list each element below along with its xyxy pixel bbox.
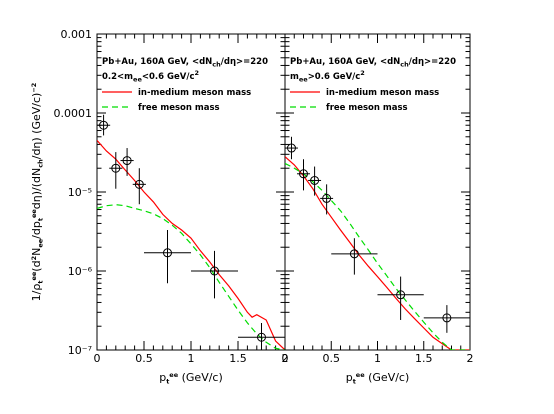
series-line (285, 162, 470, 350)
x-axis-label: pt​ee​ (GeV/c) (346, 371, 410, 386)
data-point (97, 114, 111, 136)
label-part: ee (133, 76, 142, 84)
point-marker (322, 193, 332, 203)
data-point (331, 238, 378, 275)
series-line (97, 140, 285, 350)
label-part: p (159, 371, 166, 384)
point-marker (99, 120, 109, 130)
label-part: t (37, 218, 45, 221)
x-tick-label: 0 (282, 352, 289, 365)
point-marker (349, 249, 359, 259)
label-part: t (353, 378, 356, 386)
label-part: p (346, 371, 353, 384)
x-tick-label: 2 (467, 352, 474, 365)
label-part: N (30, 248, 43, 256)
label-part: /dη>=220 (221, 57, 268, 67)
label-part: 0.2<m (102, 72, 133, 82)
point-marker (134, 179, 144, 189)
label-part: /dη) (GeV/c) (30, 93, 43, 160)
label-part: ch (400, 61, 409, 69)
data-point (308, 166, 322, 196)
annotation-line-2: 0.2<mee​<0.6 GeV/c2​ (102, 69, 199, 84)
legend-label: free meson mass (326, 103, 408, 113)
x-tick-label: 1 (188, 352, 195, 365)
label-part: 2 (30, 256, 38, 261)
point-marker (310, 175, 320, 185)
data-point (285, 136, 298, 160)
label-part: <0.6 GeV/c (142, 72, 195, 82)
y-axis-label: 1/ρt​ee​(d2​Nee​/dpt​ee​dη)/(dNch​/dη) (… (30, 83, 45, 302)
panel-2: 0 0.5 1 1.5 2 pt​ee​ (GeV/c) Pb+Au, 160A GeV, … (282, 33, 474, 386)
data-point (109, 152, 123, 189)
x-tick-label: 1 (374, 352, 381, 365)
data-point (120, 148, 134, 176)
annotation-line-2: mee​>0.6 GeV/c2​ (290, 69, 365, 84)
label-part: 1/ρ (30, 284, 43, 302)
series-line (285, 156, 470, 350)
panel-1: 0 0.5 1 1.5 2 pt​ee​ (GeV/c) Pb+Au, 160A GeV, … (94, 33, 289, 386)
y-tick-label: 0.0001 (54, 107, 93, 120)
legend-label: in-medium meson mass (326, 88, 439, 98)
data-point (297, 159, 310, 191)
data-point (191, 250, 238, 299)
label-part: dη)/(dN (30, 168, 43, 209)
label-part: /dη>=220 (409, 57, 456, 67)
label-part: ee (37, 238, 45, 247)
label-part: ch (37, 159, 45, 168)
label-part: −2 (30, 83, 38, 93)
y-tick-label: 10⁻⁵ (68, 186, 92, 199)
data-point (320, 184, 334, 215)
label-part: m (290, 72, 299, 82)
x-tick-label: 1.5 (415, 352, 433, 365)
data-point (423, 305, 470, 333)
annotation-line-1: Pb+Au, 160A GeV, <dNch​/dη>=220 (102, 57, 268, 69)
point-marker (111, 163, 121, 173)
label-part: 2 (194, 69, 199, 77)
label-part: 2 (360, 69, 365, 77)
point-marker (210, 266, 219, 276)
data-point (377, 276, 424, 320)
label-part: ee (299, 76, 308, 84)
x-tick-label: 1.5 (229, 352, 247, 365)
label-part: (GeV/c) (365, 371, 410, 384)
x-tick-label: 0.5 (323, 352, 341, 365)
label-part: ee (356, 371, 365, 379)
label-part: t (166, 378, 169, 386)
data-point (144, 230, 191, 284)
x-tick-label: 0 (94, 352, 101, 365)
legend-label: in-medium meson mass (138, 88, 251, 98)
label-part: >0.6 GeV/c (308, 72, 361, 82)
point-marker (257, 332, 266, 342)
label-part: ee (30, 209, 38, 218)
label-part: ch (212, 61, 221, 69)
y-tick-label: 10⁻⁶ (68, 265, 93, 278)
point-marker (286, 143, 296, 153)
point-marker (442, 313, 452, 323)
legend-label: free meson mass (138, 103, 220, 113)
x-axis-label: pt​ee​ (GeV/c) (159, 371, 223, 386)
series-line (97, 204, 285, 350)
annotation-line-1: Pb+Au, 160A GeV, <dNch​/dη>=220 (290, 57, 456, 69)
label-part: (GeV/c) (178, 371, 223, 384)
label-part: Pb+Au, 160A GeV, <dN (102, 57, 212, 67)
y-tick-label: 10⁻⁷ (68, 344, 92, 357)
point-marker (122, 156, 132, 166)
x-tick-label: 0.5 (135, 352, 153, 365)
x-tick-label: 2 (282, 352, 289, 365)
data-point (238, 322, 285, 350)
label-part: t (37, 281, 45, 284)
data-point (132, 168, 146, 205)
label-part: Pb+Au, 160A GeV, <dN (290, 57, 400, 67)
y-tick-label: 0.001 (61, 28, 93, 41)
label-part: ee (169, 371, 178, 379)
label-part: (d (30, 260, 43, 271)
point-marker (163, 248, 172, 258)
label-part: /dp (30, 221, 43, 239)
label-part: ee (30, 271, 38, 280)
point-marker (396, 290, 406, 300)
point-marker (299, 169, 308, 179)
